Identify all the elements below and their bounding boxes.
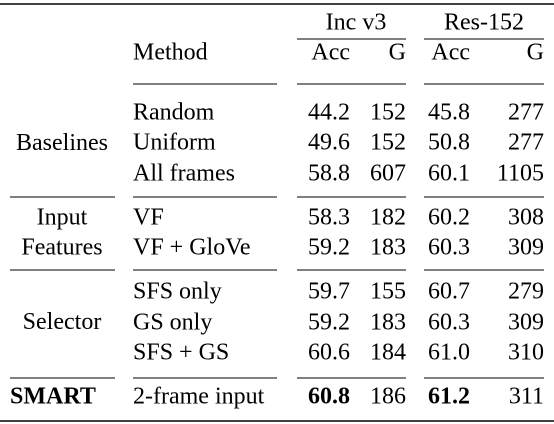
value-cell: 277 [508, 130, 544, 156]
method-cell: All frames [133, 161, 235, 187]
method-cell: SFS only [133, 279, 222, 305]
value-cell: 45.8 [428, 100, 470, 126]
value-cell: 60.3 [428, 310, 470, 336]
column-header: Acc [431, 40, 470, 66]
group-header: Res-152 [444, 10, 524, 36]
value-cell: 152 [370, 130, 406, 156]
value-cell: 309 [508, 235, 544, 261]
method-cell: Random [133, 100, 215, 126]
section-label: SMART [10, 384, 96, 410]
value-cell: 49.6 [308, 130, 350, 156]
value-cell: 607 [370, 161, 406, 187]
value-cell: 152 [370, 100, 406, 126]
column-header: Acc [311, 40, 350, 66]
value-cell: 186 [370, 384, 406, 410]
value-cell: 311 [509, 384, 544, 410]
method-cell: Uniform [133, 130, 216, 156]
method-cell: SFS + GS [133, 340, 229, 366]
value-cell: 60.6 [308, 340, 350, 366]
column-header: Method [133, 40, 208, 66]
value-cell: 58.3 [308, 205, 350, 231]
method-cell: 2-frame input [133, 384, 265, 410]
value-cell: 58.8 [308, 161, 350, 187]
value-cell: 182 [370, 205, 406, 231]
value-cell: 310 [508, 340, 544, 366]
value-cell: 183 [370, 235, 406, 261]
value-cell: 279 [508, 279, 544, 305]
method-cell: VF [133, 205, 164, 231]
value-cell: 44.2 [308, 100, 350, 126]
section-label: Baselines [16, 130, 108, 156]
section-label: Features [21, 235, 102, 261]
section-label: Input [37, 205, 88, 231]
column-header: G [389, 40, 406, 66]
value-cell: 61.2 [428, 384, 470, 410]
value-cell: 60.1 [428, 161, 470, 187]
value-cell: 50.8 [428, 130, 470, 156]
value-cell: 309 [508, 310, 544, 336]
section-label: Selector [23, 309, 102, 335]
value-cell: 308 [508, 205, 544, 231]
value-cell: 60.3 [428, 235, 470, 261]
method-cell: VF + GloVe [133, 235, 251, 261]
group-header: Inc v3 [326, 10, 387, 36]
value-cell: 61.0 [428, 340, 470, 366]
value-cell: 277 [508, 100, 544, 126]
value-cell: 60.2 [428, 205, 470, 231]
value-cell: 59.7 [308, 279, 350, 305]
value-cell: 60.8 [308, 384, 350, 410]
method-cell: GS only [133, 310, 212, 336]
value-cell: 59.2 [308, 235, 350, 261]
value-cell: 155 [370, 279, 406, 305]
value-cell: 1105 [497, 161, 544, 187]
value-cell: 184 [370, 340, 406, 366]
column-header: G [527, 40, 544, 66]
value-cell: 60.7 [428, 279, 470, 305]
value-cell: 59.2 [308, 310, 350, 336]
value-cell: 183 [370, 310, 406, 336]
